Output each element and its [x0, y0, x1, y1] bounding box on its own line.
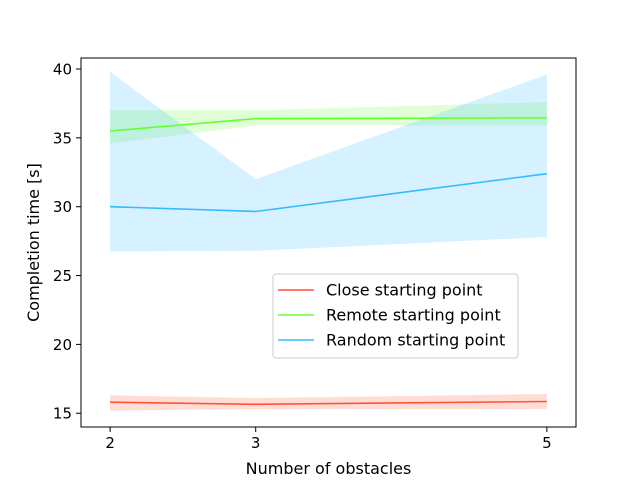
legend-label-1: Remote starting point [326, 306, 501, 325]
legend-box [272, 273, 519, 359]
x-tick-label: 2 [105, 434, 115, 452]
x-tick-label: 3 [251, 434, 261, 452]
y-tick-label: 40 [53, 61, 72, 79]
y-tick-label: 15 [53, 405, 72, 423]
y-tick-label: 20 [53, 336, 72, 354]
y-axis-label: Completion time [s] [24, 163, 43, 322]
confidence-bands [110, 71, 547, 411]
plot-frame [80, 57, 577, 428]
band-series-1 [110, 102, 547, 144]
legend: Close starting point Remote starting poin… [272, 273, 519, 359]
x-axis-label: Number of obstacles [246, 459, 412, 478]
legend-label-2: Random starting point [326, 331, 505, 350]
line-series-0 [110, 400, 547, 406]
line-series-1 [110, 117, 547, 132]
band-series-0 [110, 394, 547, 411]
y-tick-label: 25 [53, 267, 72, 285]
legend-label-0: Close starting point [326, 281, 483, 300]
y-tick-label: 35 [53, 129, 72, 147]
y-axis-ticks: 15 20 25 30 35 40 [53, 61, 81, 423]
x-tick-label: 5 [542, 434, 552, 452]
band-series-2 [110, 71, 547, 252]
line-series-2 [110, 172, 548, 213]
series-lines [110, 117, 548, 406]
y-tick-label: 30 [53, 198, 72, 216]
x-axis-ticks: 2 3 5 [105, 427, 552, 452]
